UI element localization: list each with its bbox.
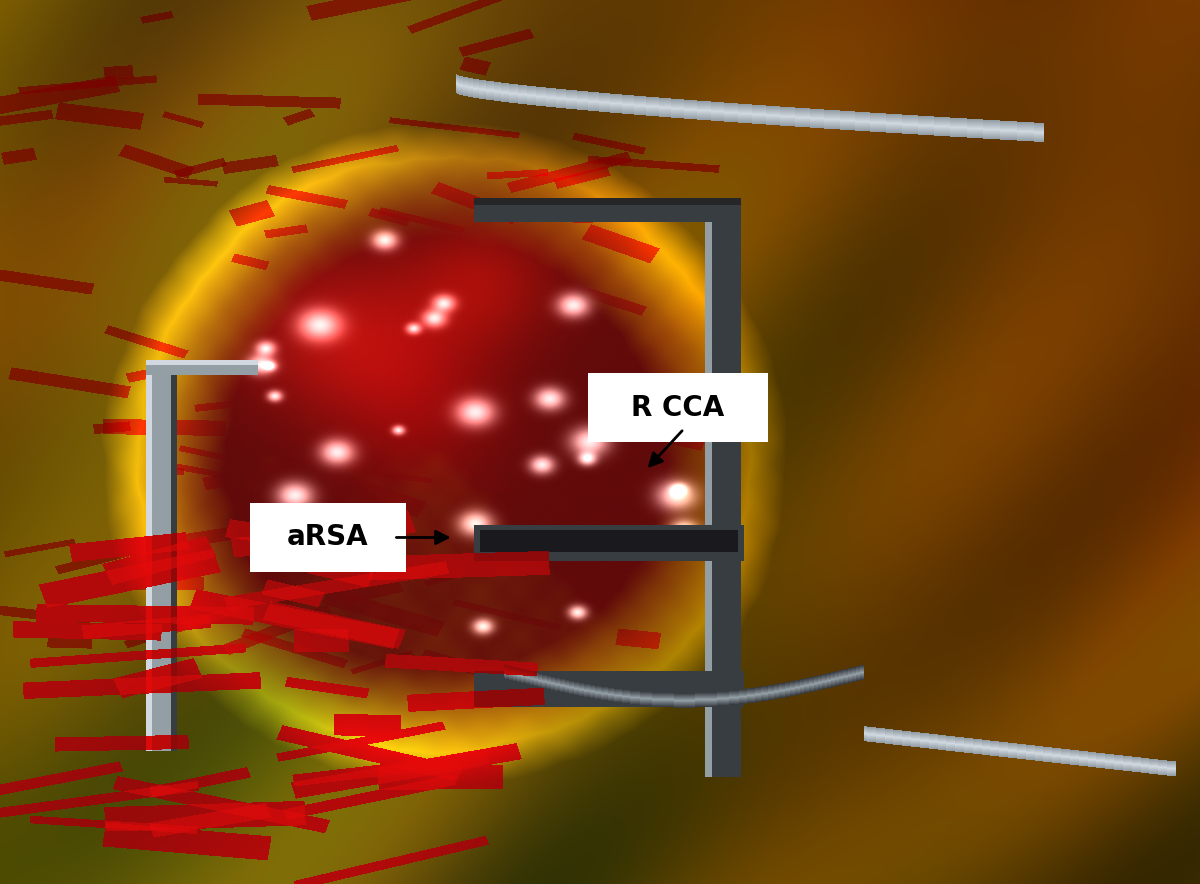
- Text: aRSA: aRSA: [287, 523, 368, 552]
- FancyBboxPatch shape: [588, 373, 768, 442]
- Text: R CCA: R CCA: [631, 393, 725, 422]
- FancyBboxPatch shape: [250, 503, 406, 572]
